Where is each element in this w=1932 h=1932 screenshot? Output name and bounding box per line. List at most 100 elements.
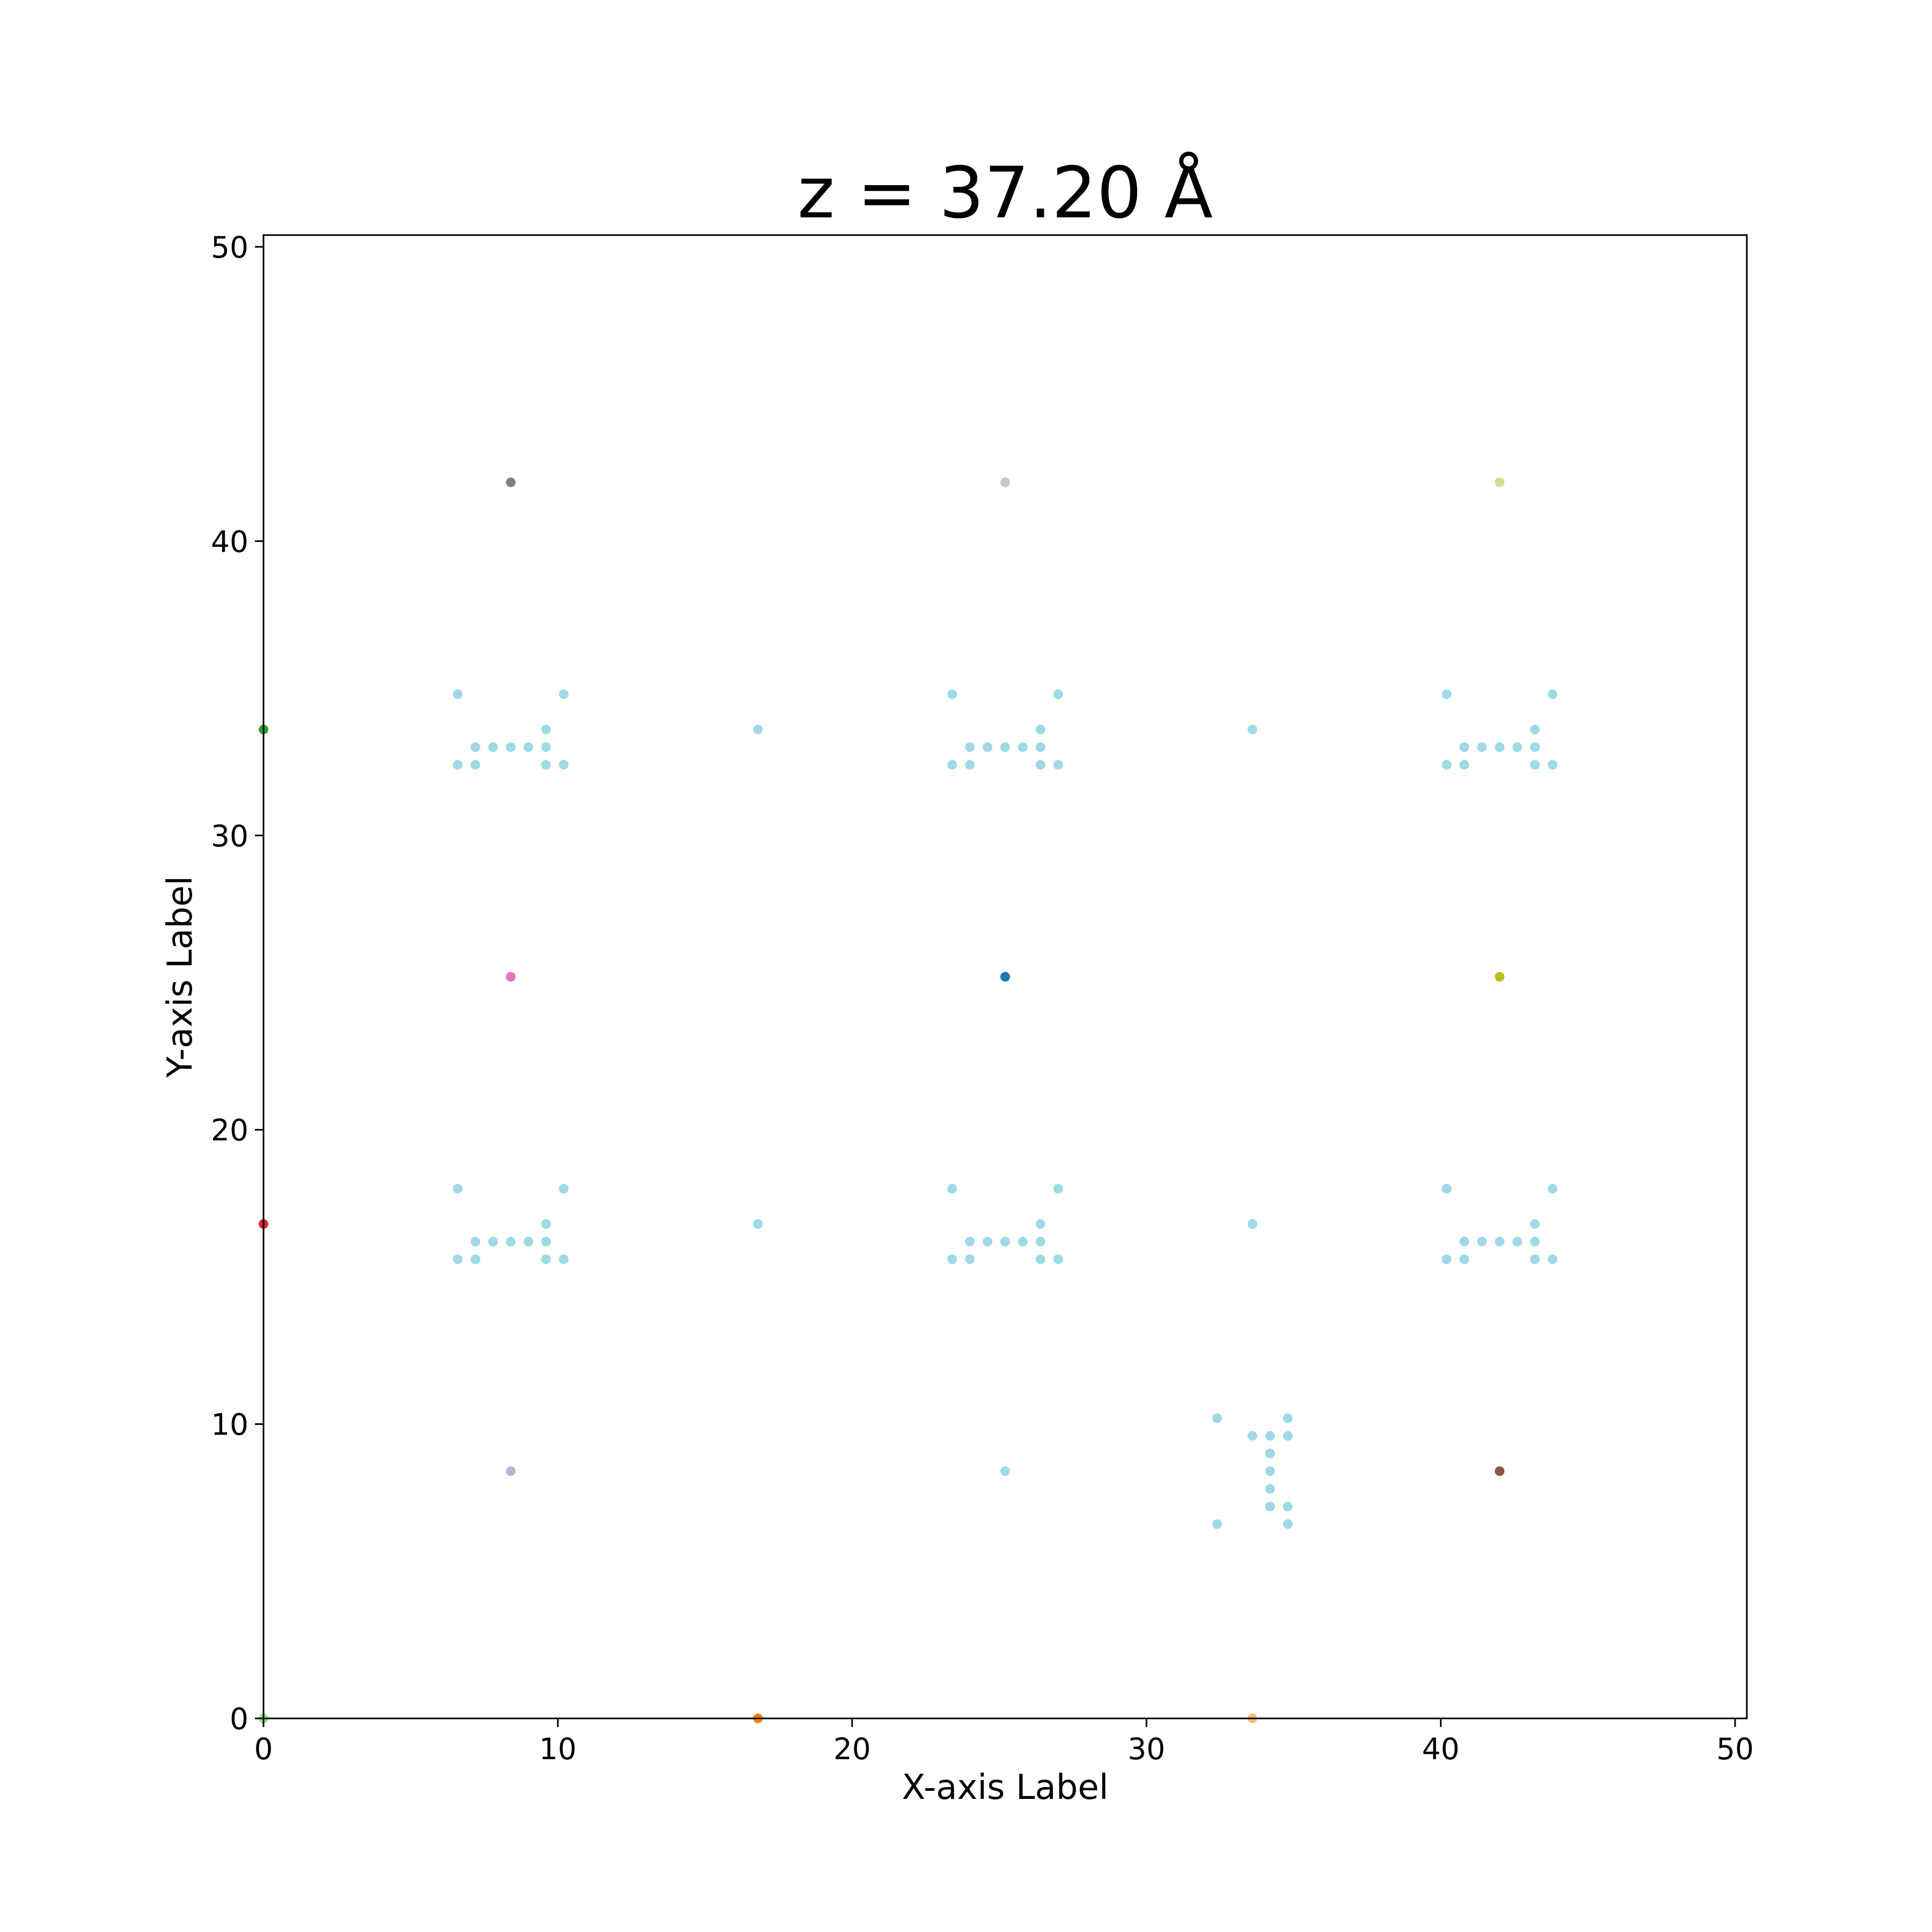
data-point <box>1530 1219 1540 1229</box>
data-point <box>965 1236 975 1247</box>
data-point <box>541 760 551 770</box>
data-point <box>506 477 516 487</box>
data-point <box>1530 724 1540 735</box>
data-point <box>965 742 975 752</box>
data-point <box>1477 742 1487 752</box>
data-point <box>1441 1254 1452 1264</box>
data-point <box>1530 742 1540 752</box>
data-point <box>453 1183 463 1194</box>
data-point <box>1035 760 1045 770</box>
data-point <box>965 1254 975 1264</box>
data-point <box>1212 1413 1222 1423</box>
data-point <box>1530 1254 1540 1264</box>
data-point <box>559 1254 569 1264</box>
data-point <box>1018 1236 1028 1247</box>
data-point <box>1000 477 1010 487</box>
data-point <box>1053 1183 1063 1194</box>
data-point <box>1459 1254 1469 1264</box>
data-point <box>1018 742 1028 752</box>
data-point <box>1459 760 1469 770</box>
data-point <box>1495 1466 1505 1476</box>
data-point <box>1530 1236 1540 1247</box>
data-point <box>1247 1431 1257 1441</box>
data-point <box>1441 1183 1452 1194</box>
data-point <box>1441 689 1452 699</box>
data-point <box>1548 1254 1557 1264</box>
data-point <box>1035 1219 1045 1229</box>
data-point <box>1548 689 1557 699</box>
data-point <box>1495 1236 1505 1247</box>
data-point <box>947 1254 957 1264</box>
y-tick-label: 10 <box>211 1408 248 1442</box>
data-point <box>947 760 957 770</box>
data-point <box>541 1254 551 1264</box>
data-point <box>541 1219 551 1229</box>
x-axis: 0 10 20 30 40 50 <box>254 1718 1754 1766</box>
data-point <box>470 742 480 752</box>
data-point <box>1495 477 1505 487</box>
x-tick-label: 40 <box>1422 1732 1460 1766</box>
data-point <box>506 742 516 752</box>
data-point <box>1495 742 1505 752</box>
points-layer <box>259 477 1557 1723</box>
data-point <box>1459 1236 1469 1247</box>
data-point <box>947 1183 957 1194</box>
data-point <box>559 689 569 699</box>
data-point <box>1477 1236 1487 1247</box>
data-point <box>1548 1183 1557 1194</box>
data-point <box>488 742 498 752</box>
data-point <box>506 1466 516 1476</box>
data-point <box>1512 742 1523 752</box>
data-point <box>753 724 763 735</box>
data-point <box>1265 1484 1275 1494</box>
data-point <box>541 724 551 735</box>
y-tick-label: 50 <box>211 230 248 265</box>
data-point <box>947 689 957 699</box>
data-point <box>559 1183 569 1194</box>
data-point <box>1053 1254 1063 1264</box>
data-point <box>1530 760 1540 770</box>
data-point <box>1000 1466 1010 1476</box>
data-point <box>1035 1254 1045 1264</box>
data-point <box>753 1219 763 1229</box>
x-tick-label: 30 <box>1128 1732 1165 1766</box>
data-point <box>506 1236 516 1247</box>
data-point <box>1265 1466 1275 1476</box>
data-point <box>488 1236 498 1247</box>
data-point <box>523 742 533 752</box>
data-point <box>1283 1413 1293 1423</box>
data-point <box>506 972 516 982</box>
data-point <box>1548 760 1557 770</box>
data-point <box>1265 1431 1275 1441</box>
data-point <box>541 742 551 752</box>
x-axis-label: X-axis Label <box>902 1768 1109 1807</box>
data-point <box>1459 742 1469 752</box>
chart-title: z = 37.20 Å <box>797 151 1213 235</box>
data-point <box>1247 724 1257 735</box>
data-point <box>1512 1236 1523 1247</box>
x-tick-label: 10 <box>539 1732 576 1766</box>
data-point <box>453 760 463 770</box>
data-point <box>1441 760 1452 770</box>
x-tick-label: 20 <box>833 1732 871 1766</box>
y-axis-label: Y-axis Label <box>160 876 200 1078</box>
data-point <box>559 760 569 770</box>
data-point <box>1053 760 1063 770</box>
x-tick-label: 50 <box>1716 1732 1754 1766</box>
data-point <box>1265 1502 1275 1512</box>
data-point <box>1000 742 1010 752</box>
data-point <box>1283 1502 1293 1512</box>
data-point <box>541 1236 551 1247</box>
data-point <box>470 1236 480 1247</box>
data-point <box>453 689 463 699</box>
y-tick-label: 20 <box>211 1113 248 1147</box>
data-point <box>965 760 975 770</box>
data-point <box>1212 1519 1222 1529</box>
data-point <box>1053 689 1063 699</box>
data-point <box>983 1236 993 1247</box>
data-point <box>523 1236 533 1247</box>
data-point <box>1283 1431 1293 1441</box>
data-point <box>1000 972 1010 982</box>
data-point <box>1283 1519 1293 1529</box>
